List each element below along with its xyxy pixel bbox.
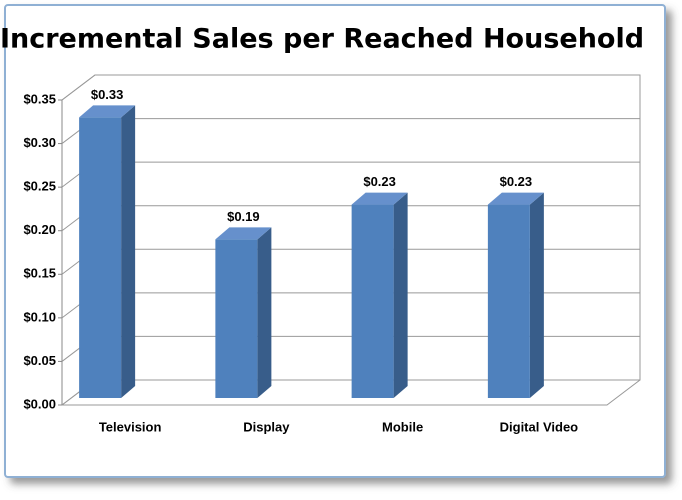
bar-top [215, 227, 272, 240]
floor [62, 379, 641, 406]
grid-line [61, 74, 640, 101]
y-tick-label: $0.35 [23, 91, 56, 106]
y-tick-label: $0.30 [23, 135, 56, 150]
y-tick-label: $0.05 [23, 353, 56, 368]
bar-top [487, 192, 544, 205]
bar-top [351, 192, 408, 205]
bar [215, 239, 258, 398]
y-tick-label: $0.00 [23, 396, 56, 411]
x-tick-label: Television [99, 419, 162, 434]
y-tick-label: $0.15 [23, 266, 56, 281]
bar-side [257, 227, 272, 398]
bar-side [529, 192, 544, 398]
chart-title: Incremental Sales per Reached Household [0, 24, 644, 55]
bar-side [393, 192, 408, 398]
y-tick-label: $0.25 [23, 179, 56, 194]
data-label: $0.23 [500, 174, 533, 189]
bar-side [121, 105, 136, 398]
data-label: $0.33 [91, 87, 124, 102]
data-label: $0.19 [227, 209, 260, 224]
bar-top [79, 105, 136, 118]
y-tick-label: $0.10 [23, 309, 56, 324]
bar [79, 117, 122, 398]
x-tick-label: Digital Video [500, 419, 579, 434]
y-tick-label: $0.20 [23, 222, 56, 237]
bar [487, 204, 530, 398]
x-tick-label: Display [243, 419, 290, 434]
bar [351, 204, 394, 398]
x-tick-label: Mobile [382, 419, 423, 434]
data-label: $0.23 [363, 174, 396, 189]
